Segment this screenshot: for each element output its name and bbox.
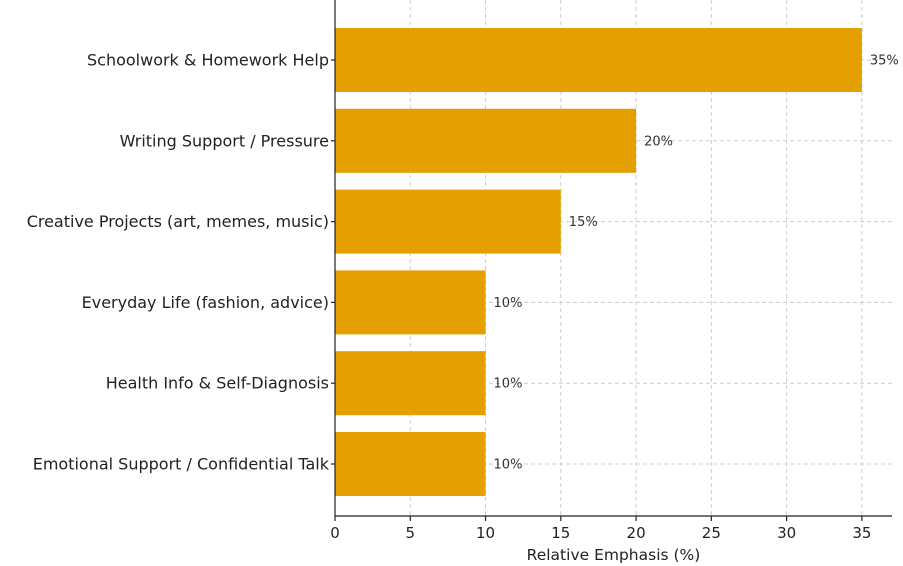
x-tick-label: 0 xyxy=(330,524,340,542)
bar-value-label: 10% xyxy=(494,296,523,311)
bar-value-label: 10% xyxy=(494,458,523,473)
bar-layer xyxy=(335,28,862,496)
bar-value-label: 20% xyxy=(644,134,673,149)
x-tick-label: 35 xyxy=(852,524,871,542)
axis-layer xyxy=(331,0,892,521)
category-label: Schoolwork & Homework Help xyxy=(87,51,329,70)
bar-value-label: 15% xyxy=(569,215,598,230)
x-tick-label: 10 xyxy=(476,524,495,542)
category-label: Creative Projects (art, memes, music) xyxy=(27,212,329,231)
bar xyxy=(335,432,486,496)
bar-value-label: 10% xyxy=(494,377,523,392)
x-axis-title: Relative Emphasis (%) xyxy=(527,546,701,564)
x-tick-label: 25 xyxy=(702,524,721,542)
x-tick-label: 20 xyxy=(627,524,646,542)
bar xyxy=(335,270,486,335)
category-label: Writing Support / Pressure xyxy=(120,131,329,150)
x-tick-label: 5 xyxy=(405,524,415,542)
x-tick-label: 15 xyxy=(551,524,570,542)
category-label: Emotional Support / Confidential Talk xyxy=(33,455,330,474)
bar xyxy=(335,189,561,254)
bar xyxy=(335,28,862,92)
x-tick-label: 30 xyxy=(777,524,796,542)
bar-value-label: 35% xyxy=(870,54,899,69)
bar xyxy=(335,351,486,416)
category-label: Everyday Life (fashion, advice) xyxy=(82,293,329,312)
bar xyxy=(335,108,637,173)
label-layer: 35% Schoolwork & Homework Help 20% Writing … xyxy=(27,51,899,565)
category-label: Health Info & Self-Diagnosis xyxy=(106,374,329,393)
